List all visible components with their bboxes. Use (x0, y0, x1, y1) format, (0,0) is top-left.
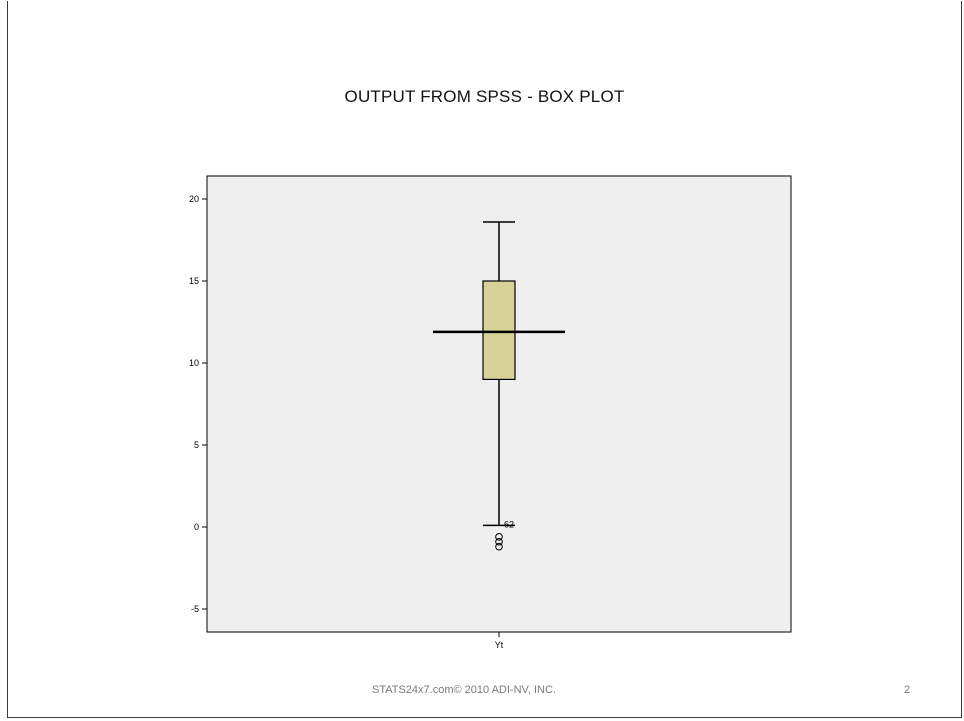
x-tick-label: Yt (495, 640, 504, 650)
outlier-point (495, 537, 503, 546)
outlier-label: 62 (504, 519, 514, 529)
y-tick-label: 10 (189, 358, 199, 368)
y-tick-label: 20 (189, 194, 199, 204)
outlier-point (495, 533, 503, 541)
y-tick-label: -5 (191, 604, 199, 614)
y-tick-label: 15 (189, 276, 199, 286)
slide-title: OUTPUT FROM SPSS - BOX PLOT (344, 87, 625, 106)
box-iqr (482, 280, 516, 381)
page-number: 2 (904, 684, 911, 696)
slide-footer: STATS24x7.com© 2010 ADI-NV, INC. (372, 684, 556, 696)
y-tick-label: 5 (194, 440, 199, 450)
outlier-point (495, 542, 503, 551)
y-tick-label: 0 (194, 522, 199, 532)
